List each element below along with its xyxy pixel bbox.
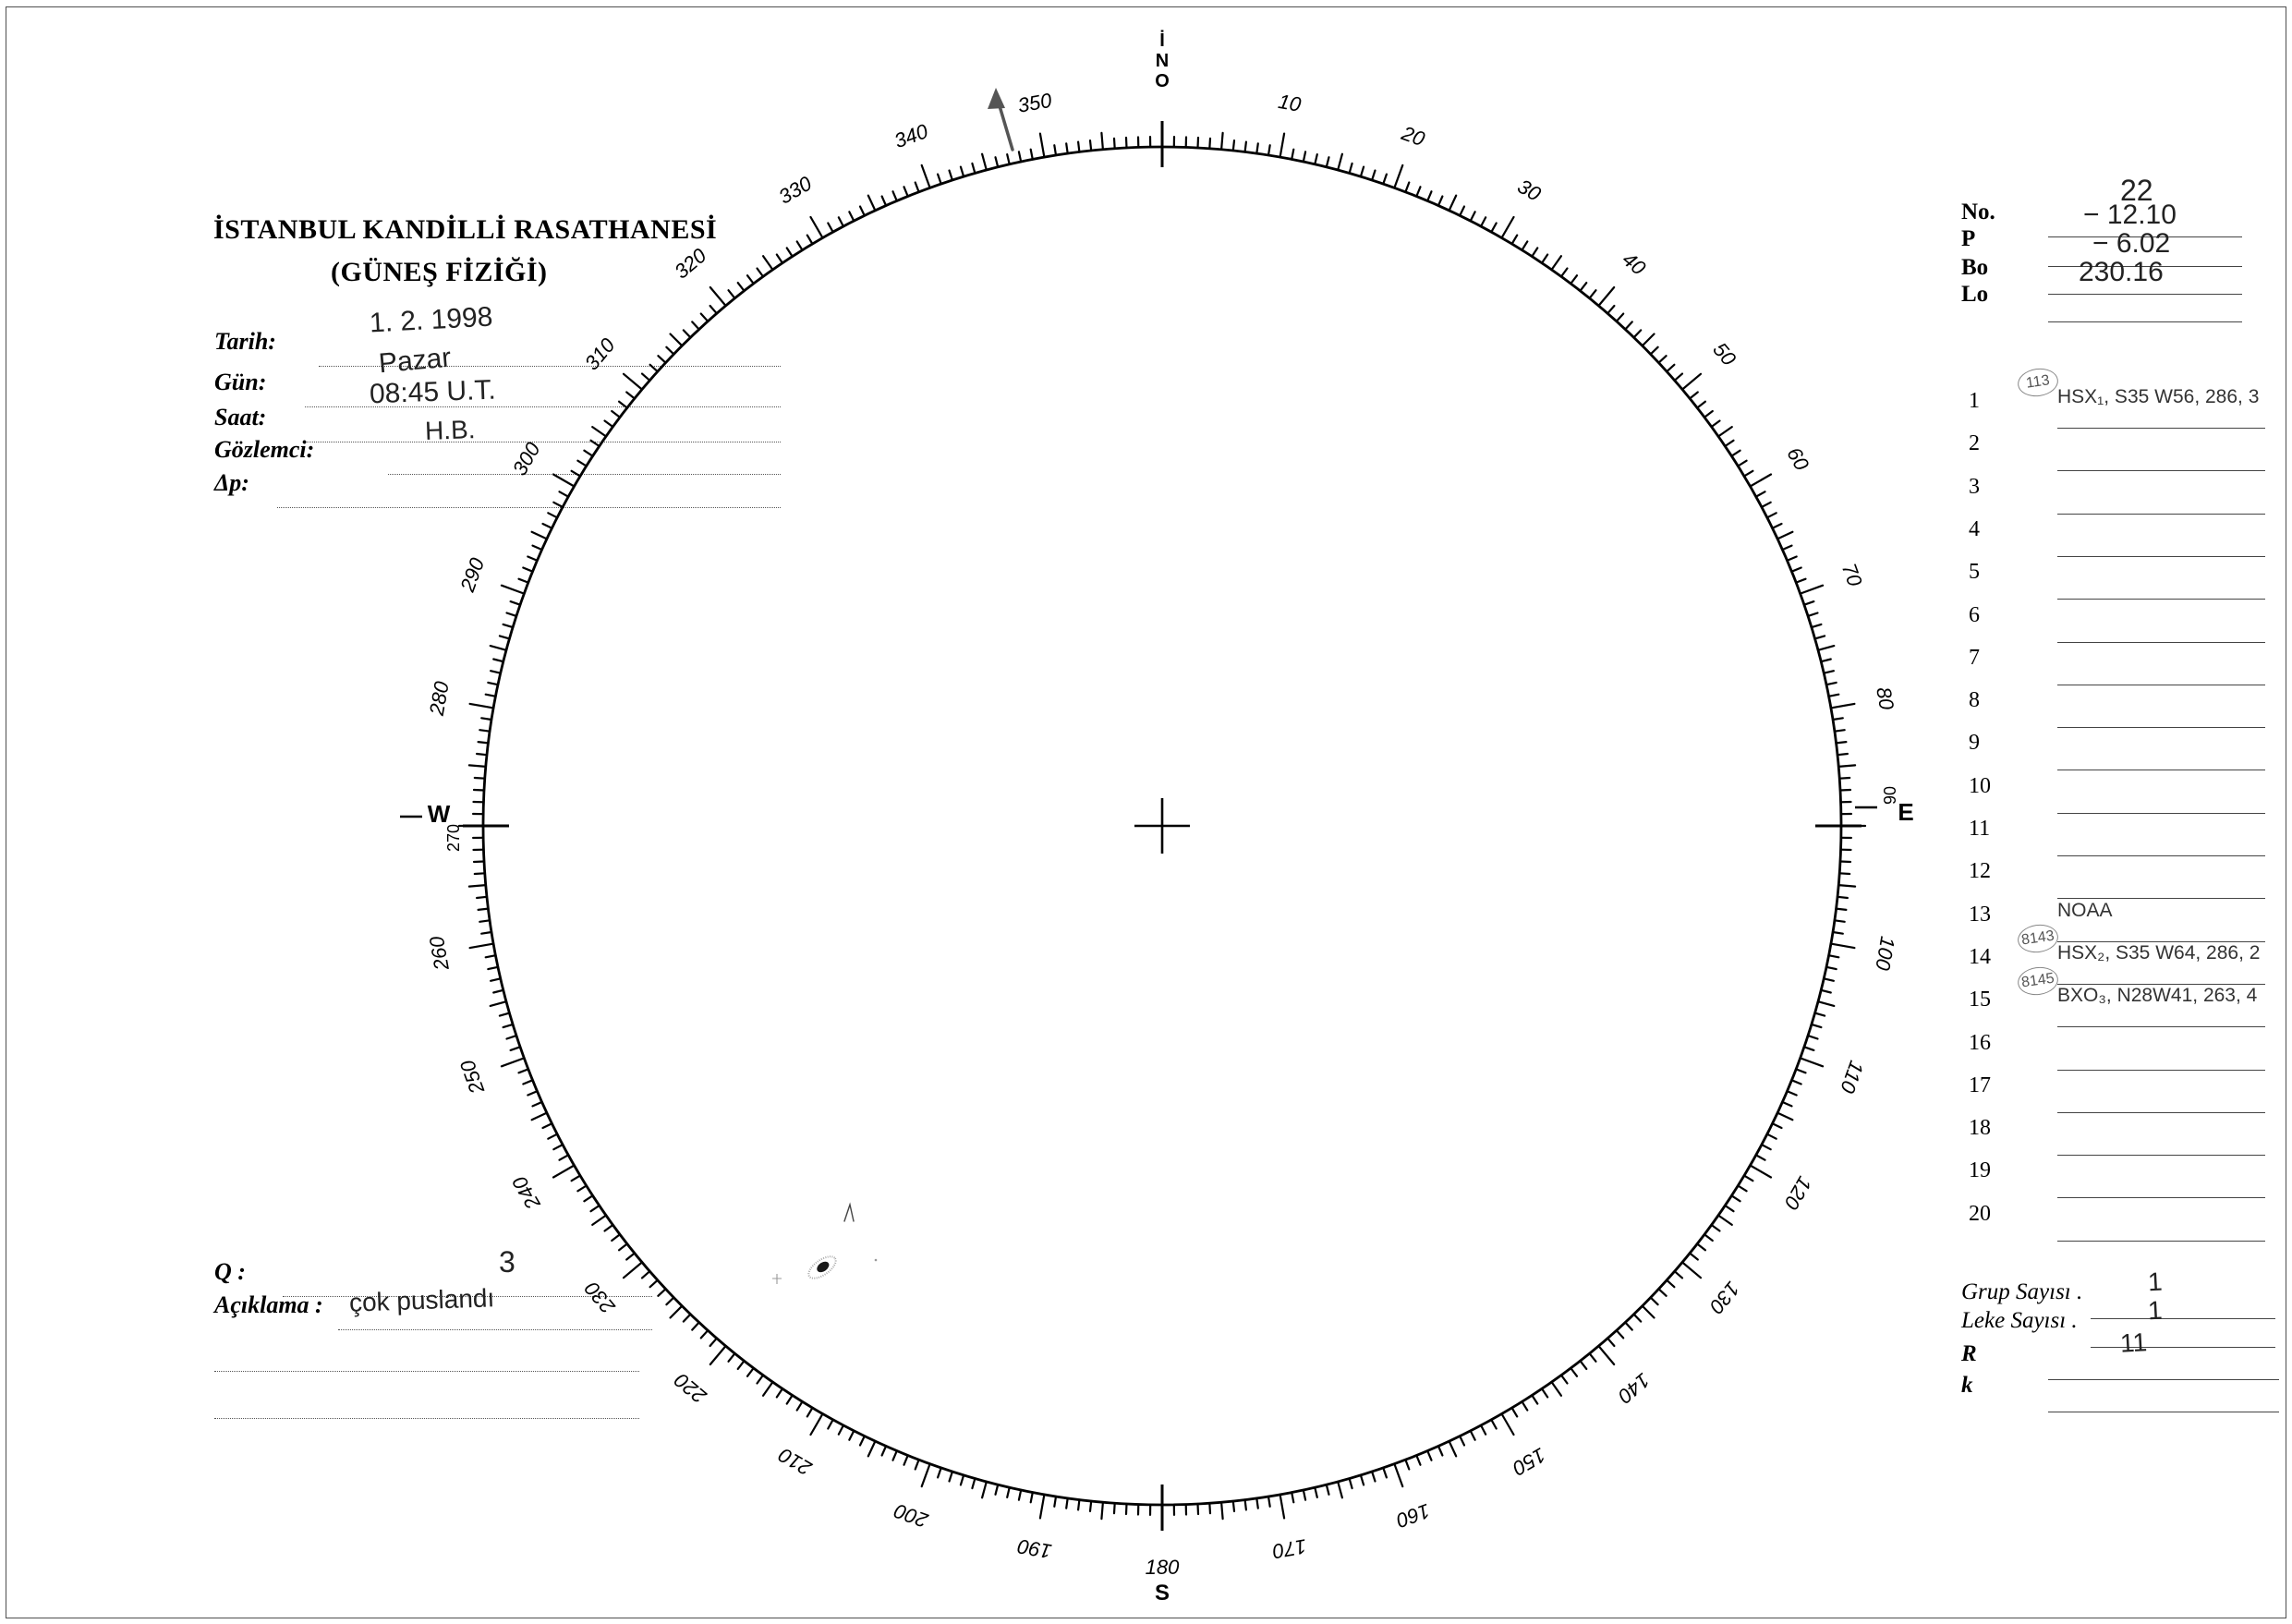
svg-text:140: 140: [1613, 1368, 1655, 1408]
svg-text:330: 330: [775, 171, 817, 208]
svg-text:90: 90: [1881, 786, 1899, 805]
svg-text:130: 130: [1704, 1278, 1744, 1319]
svg-text:210: 210: [774, 1443, 817, 1481]
svg-text:340: 340: [891, 119, 932, 152]
svg-text:170: 170: [1270, 1534, 1308, 1563]
svg-text:220: 220: [670, 1368, 712, 1409]
svg-text:60: 60: [1782, 443, 1813, 475]
svg-text:250: 250: [455, 1057, 490, 1098]
svg-text:240: 240: [507, 1172, 545, 1215]
svg-text:S: S: [1155, 1581, 1170, 1606]
svg-text:70: 70: [1837, 560, 1867, 589]
svg-text:İ: İ: [1159, 30, 1165, 51]
svg-text:300: 300: [508, 438, 545, 479]
svg-text:50: 50: [1708, 338, 1740, 370]
svg-text:80: 80: [1872, 685, 1898, 712]
svg-text:290: 290: [455, 554, 490, 596]
svg-text:10: 10: [1277, 90, 1304, 116]
svg-text:20: 20: [1398, 121, 1428, 151]
svg-text:100: 100: [1871, 935, 1899, 973]
svg-text:190: 190: [1015, 1534, 1053, 1563]
svg-text:200: 200: [891, 1499, 932, 1533]
svg-text:N: N: [1156, 51, 1169, 71]
svg-text:160: 160: [1393, 1499, 1434, 1533]
svg-text:310: 310: [580, 333, 620, 375]
svg-text:260: 260: [425, 934, 454, 973]
svg-text:W: W: [428, 800, 451, 828]
svg-text:E: E: [1898, 798, 1913, 826]
svg-text:120: 120: [1779, 1172, 1816, 1214]
svg-text:180: 180: [1146, 1556, 1180, 1579]
svg-text:40: 40: [1618, 248, 1650, 280]
svg-text:150: 150: [1509, 1443, 1550, 1480]
svg-text:270: 270: [444, 824, 463, 852]
svg-text:350: 350: [1016, 89, 1054, 117]
svg-text:O: O: [1155, 71, 1170, 91]
svg-text:230: 230: [579, 1277, 620, 1319]
svg-text:280: 280: [425, 679, 454, 718]
svg-text:320: 320: [670, 243, 711, 283]
svg-text:30: 30: [1513, 175, 1545, 206]
svg-text:110: 110: [1836, 1058, 1869, 1097]
